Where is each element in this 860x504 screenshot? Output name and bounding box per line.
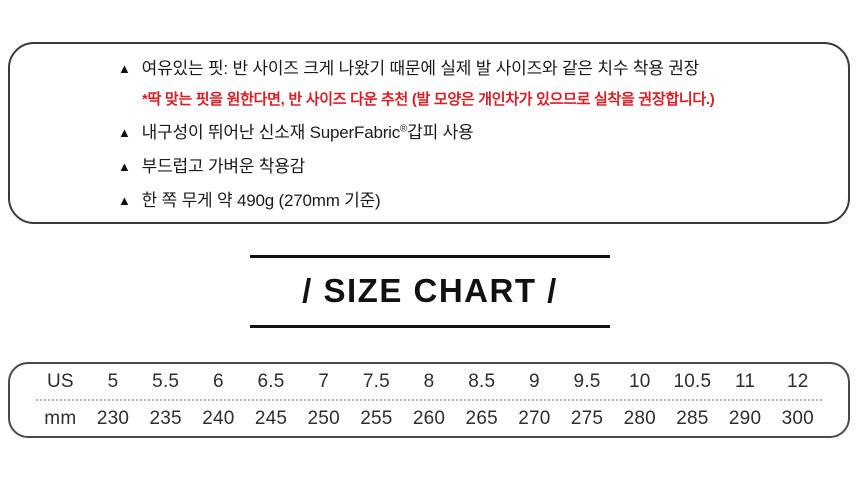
material-text-after: 갑피 사용 <box>407 123 474 142</box>
size-cell-us: 6.5 <box>257 370 285 392</box>
size-cell-mm: 275 <box>570 407 604 429</box>
size-table-header-us: US <box>46 370 74 392</box>
size-cell-us: 12 <box>786 370 809 392</box>
size-cell-us: 6 <box>212 370 224 392</box>
size-cell-us: 10.5 <box>673 370 712 392</box>
size-cell-mm: 245 <box>254 407 288 429</box>
size-cell-us: 7 <box>318 370 330 392</box>
size-cell-mm: 285 <box>676 407 709 429</box>
size-table-row-divider <box>36 399 822 401</box>
size-table-header-mm: mm <box>44 407 77 429</box>
size-cell-mm: 280 <box>623 407 656 429</box>
size-cell-mm: 270 <box>518 407 551 429</box>
size-cell-mm: 255 <box>360 407 393 429</box>
size-cell-us: 8.5 <box>468 370 496 392</box>
info-text-weight: 한 쪽 무게 약 490g (270mm 기준) <box>141 191 381 210</box>
size-cell-mm: 240 <box>202 407 235 429</box>
info-bullet-comfort: ▲ 부드럽고 가벼운 착용감 <box>118 156 838 178</box>
size-cell-mm: 290 <box>728 407 762 429</box>
triangle-bullet-icon: ▲ <box>118 159 131 174</box>
info-text-fit: 여유있는 핏: 반 사이즈 크게 나왔기 때문에 실제 발 사이즈와 같은 치수… <box>141 59 700 78</box>
size-cell-mm: 230 <box>96 407 130 429</box>
triangle-bullet-icon: ▲ <box>118 61 131 76</box>
registered-trademark-icon: ® <box>400 123 408 135</box>
size-cell-us: 9 <box>528 370 540 392</box>
info-bullet-material: ▲ 내구성이 뛰어난 신소재 SuperFabric®갑피 사용 <box>118 122 838 144</box>
size-cell-us: 5 <box>107 370 119 392</box>
material-text-before: 내구성이 뛰어난 신소재 SuperFabric <box>141 123 401 142</box>
info-text-comfort: 부드럽고 가벼운 착용감 <box>141 157 306 176</box>
size-cell-us: 10 <box>628 370 651 392</box>
size-cell-us: 9.5 <box>573 370 601 392</box>
info-bullet-weight: ▲ 한 쪽 무게 약 490g (270mm 기준) <box>118 190 838 212</box>
size-chart-divider-bottom <box>250 325 610 328</box>
triangle-bullet-icon: ▲ <box>118 193 131 208</box>
size-chart-section: / SIZE CHART / <box>250 255 610 328</box>
product-info-box: ▲ 여유있는 핏: 반 사이즈 크게 나왔기 때문에 실제 발 사이즈와 같은 … <box>8 42 850 224</box>
size-cell-mm: 300 <box>781 407 814 429</box>
size-chart-divider-top <box>250 255 610 258</box>
size-cell-us: 8 <box>423 370 435 392</box>
size-cell-mm: 250 <box>307 407 340 429</box>
size-cell-mm: 235 <box>149 407 182 429</box>
size-table-row-mm: mm 230 235 240 245 250 255 260 265 270 2… <box>34 401 824 436</box>
info-text-material: 내구성이 뛰어난 신소재 SuperFabric®갑피 사용 <box>142 122 474 144</box>
triangle-bullet-icon: ▲ <box>118 125 131 140</box>
size-table-row-us: US 5 5.5 6 6.5 7 7.5 8 8.5 9 9.5 10 10.5… <box>34 364 824 399</box>
size-cell-us: 11 <box>735 370 756 392</box>
size-cell-mm: 260 <box>412 407 446 429</box>
info-note-fit-warning: *딱 맞는 핏을 원한다면, 반 사이즈 다운 추천 (발 모양은 개인차가 있… <box>142 91 715 108</box>
size-table: US 5 5.5 6 6.5 7 7.5 8 8.5 9 9.5 10 10.5… <box>8 362 850 438</box>
size-cell-us: 5.5 <box>152 370 180 392</box>
product-info-content: ▲ 여유있는 핏: 반 사이즈 크게 나왔기 때문에 실제 발 사이즈와 같은 … <box>118 58 838 212</box>
size-chart-title: / SIZE CHART / <box>302 272 558 309</box>
info-bullet-fit: ▲ 여유있는 핏: 반 사이즈 크게 나왔기 때문에 실제 발 사이즈와 같은 … <box>118 58 838 80</box>
size-cell-us: 7.5 <box>362 370 390 392</box>
size-cell-mm: 265 <box>465 407 498 429</box>
